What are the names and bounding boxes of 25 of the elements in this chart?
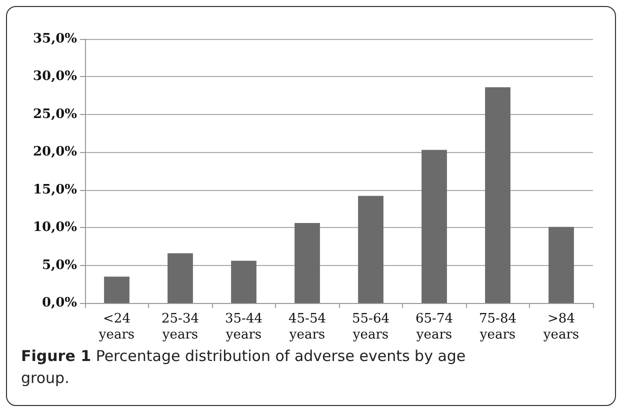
bar bbox=[422, 150, 447, 303]
bar bbox=[168, 253, 193, 303]
y-tick-label: 15,0% bbox=[32, 182, 78, 198]
y-tick-label: 30,0% bbox=[32, 69, 78, 84]
bar bbox=[548, 226, 574, 303]
bar bbox=[104, 276, 130, 303]
y-tick-label: 25,0% bbox=[32, 106, 78, 122]
y-tick-label: 0,0% bbox=[42, 296, 78, 310]
bar bbox=[231, 260, 256, 303]
x-tick-label: 35-44 years bbox=[224, 312, 262, 342]
text: Figure 1 Percentage distribution of adverse events by age group. bbox=[21, 347, 466, 387]
x-tick-label: 55-64 years bbox=[352, 312, 390, 342]
bar bbox=[485, 87, 510, 303]
x-tick-label: <24 years bbox=[98, 312, 135, 342]
y-tick-label: 20,0% bbox=[32, 144, 78, 160]
x-tick-label: 65-74 years bbox=[415, 312, 453, 342]
y-tick-label: 10,0% bbox=[32, 220, 78, 236]
x-tick-label: 75-84 years bbox=[478, 312, 516, 342]
bar bbox=[358, 196, 384, 303]
x-tick-label: >84 years bbox=[542, 312, 580, 342]
bar bbox=[294, 223, 320, 303]
x-tick-label: 25-34 years bbox=[161, 312, 199, 342]
y-tick-label: 35,0% bbox=[32, 32, 78, 46]
y-tick-label: 5,0% bbox=[42, 258, 78, 273]
x-tick-label: 45-54 years bbox=[288, 312, 326, 342]
